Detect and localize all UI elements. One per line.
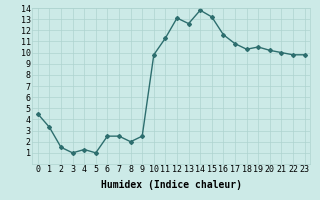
X-axis label: Humidex (Indice chaleur): Humidex (Indice chaleur) (101, 180, 242, 190)
